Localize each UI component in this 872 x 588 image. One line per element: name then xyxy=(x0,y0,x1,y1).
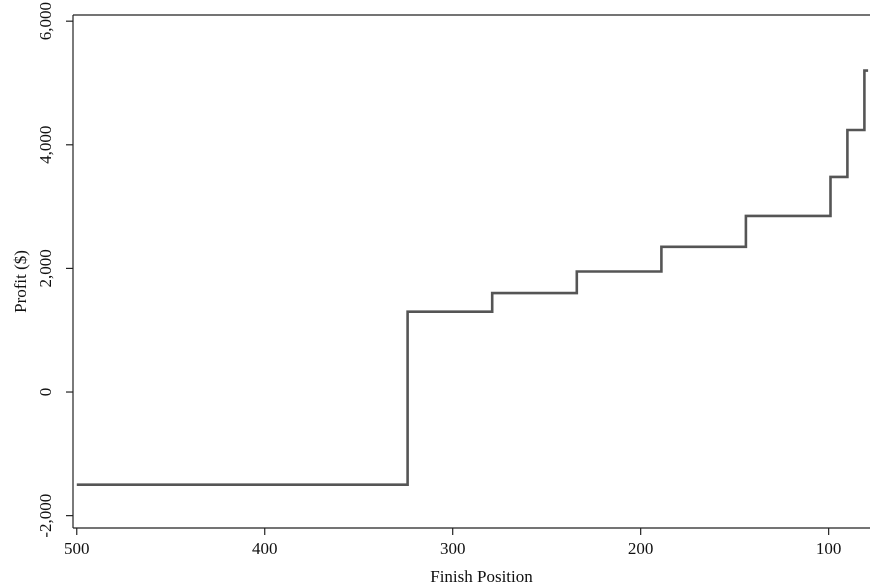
y-tick-label: 2,000 xyxy=(36,249,55,287)
x-ticks: 500 400 300 200 100 xyxy=(64,528,841,558)
y-tick-label: 6,000 xyxy=(36,2,55,40)
x-axis-title: Finish Position xyxy=(430,567,533,586)
x-tick-label: 100 xyxy=(816,539,842,558)
y-tick-label: -2,000 xyxy=(36,494,55,538)
x-tick-label: 500 xyxy=(64,539,90,558)
y-axis-title: Profit ($) xyxy=(11,250,30,313)
x-tick-label: 200 xyxy=(628,539,654,558)
series-group xyxy=(76,69,869,487)
y-tick-label: 4,000 xyxy=(36,126,55,164)
x-tick-label: 400 xyxy=(252,539,278,558)
profit-series-line xyxy=(76,69,869,487)
y-tick-label: 0 xyxy=(36,388,55,397)
x-tick-label: 300 xyxy=(440,539,466,558)
axes xyxy=(72,14,870,529)
y-ticks: -2,000 0 2,000 4,000 6,000 xyxy=(36,2,73,538)
